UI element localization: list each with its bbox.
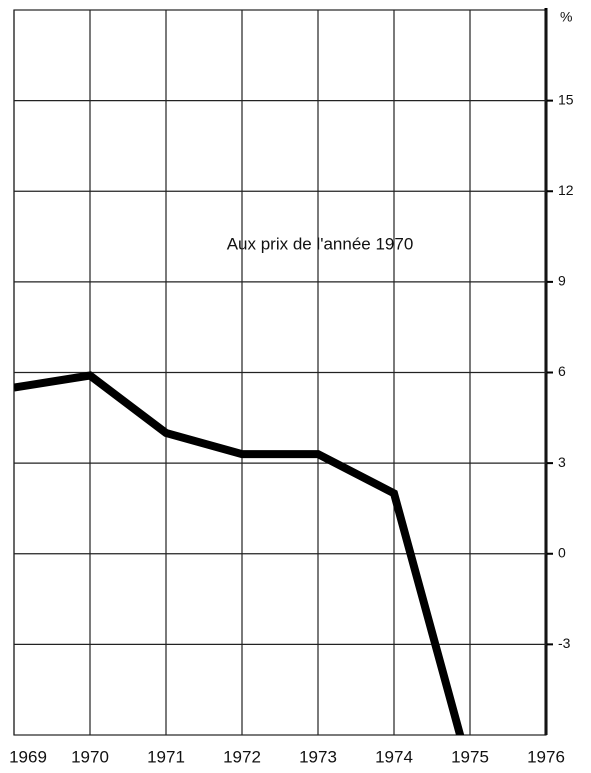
y-tick-label: 12 (558, 182, 574, 198)
x-tick-label: 1974 (375, 747, 413, 766)
y-tick-label: 3 (558, 454, 566, 470)
y-tick-label: 9 (558, 273, 566, 289)
y-axis-label: % (560, 9, 572, 25)
x-tick-label: 1972 (223, 747, 261, 766)
data-line (14, 371, 465, 735)
y-tick-label: 0 (558, 544, 566, 560)
x-tick-label: 1969 (9, 747, 47, 766)
x-tick-label: 1970 (71, 747, 109, 766)
y-tick-label: -3 (558, 635, 571, 651)
y-tick-label: 15 (558, 91, 574, 107)
x-tick-label: 1971 (147, 747, 185, 766)
x-tick-label: 1973 (299, 747, 337, 766)
y-tick-label: 6 (558, 363, 566, 379)
annotation: Aux prix de l'année 1970 (227, 234, 414, 253)
x-tick-label: 1975 (451, 747, 489, 766)
x-tick-label: 1976 (527, 747, 565, 766)
